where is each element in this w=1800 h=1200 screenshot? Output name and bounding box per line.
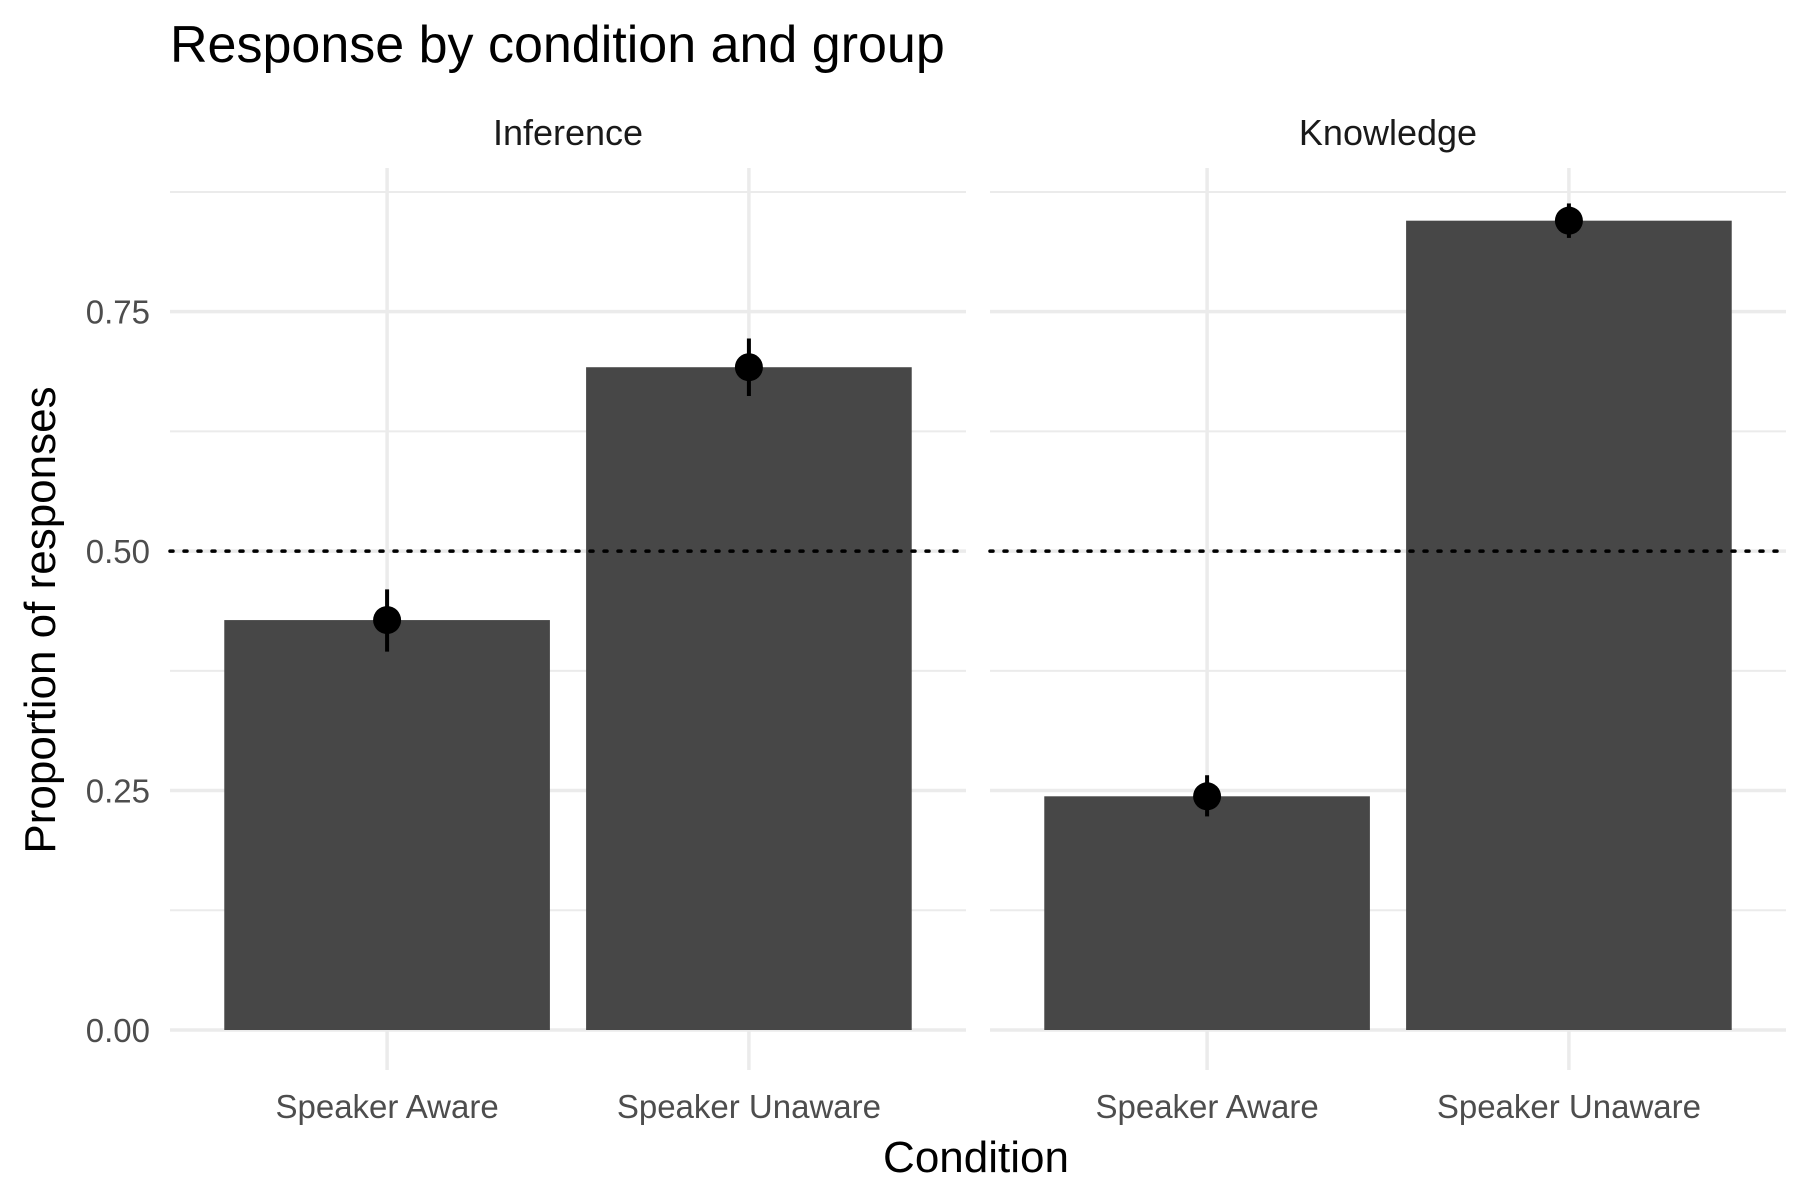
x-tick-label: Speaker Unaware: [1437, 1088, 1701, 1125]
panel-inference: Inference Speaker Aware Speaker Unaware: [168, 112, 968, 1125]
x-tick-label: Speaker Aware: [1095, 1088, 1318, 1125]
panel-knowledge: Knowledge Speaker Aware Speaker Unaware: [988, 112, 1788, 1125]
y-axis-title: Proportion of responses: [16, 386, 65, 853]
y-tick-label: 0.75: [86, 294, 150, 331]
y-tick-label: 0.00: [86, 1012, 150, 1049]
x-tick-label: Speaker Unaware: [617, 1088, 881, 1125]
bar-knowledge-1: [1406, 220, 1732, 1030]
facet-label-knowledge: Knowledge: [1299, 112, 1477, 153]
y-tick-label: 0.50: [86, 533, 150, 570]
facet-label-inference: Inference: [493, 112, 643, 153]
y-tick-label: 0.25: [86, 773, 150, 810]
bar-inference-0: [224, 620, 550, 1030]
chart-title: Response by condition and group: [170, 16, 945, 74]
bar-inference-1: [586, 367, 912, 1030]
x-tick-label: Speaker Aware: [275, 1088, 498, 1125]
y-axis-ticks: 0.00 0.25 0.50 0.75: [86, 294, 150, 1049]
bar-knowledge-0: [1044, 796, 1370, 1030]
mean-point: [1193, 782, 1222, 811]
mean-point: [373, 606, 402, 635]
mean-point: [734, 353, 763, 382]
mean-point: [1554, 206, 1583, 235]
x-axis-title: Condition: [883, 1133, 1069, 1182]
